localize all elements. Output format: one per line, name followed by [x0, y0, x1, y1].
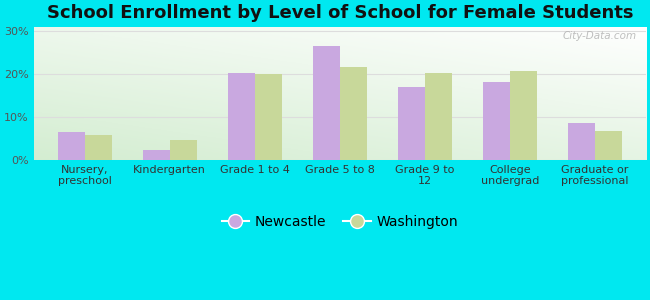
Bar	[313, 46, 340, 160]
Title: School Enrollment by Level of School for Female Students: School Enrollment by Level of School for…	[47, 4, 633, 22]
Bar	[227, 73, 255, 160]
Bar	[340, 68, 367, 160]
Bar	[170, 140, 197, 160]
Bar	[255, 74, 282, 160]
Bar	[567, 123, 595, 160]
Bar	[595, 130, 622, 160]
Bar	[425, 73, 452, 160]
Legend: Newcastle, Washington: Newcastle, Washington	[216, 209, 463, 235]
Bar	[142, 150, 170, 160]
Text: City-Data.com: City-Data.com	[562, 31, 636, 40]
Bar	[84, 135, 112, 160]
Bar	[482, 82, 510, 160]
Bar	[510, 71, 537, 160]
Bar	[58, 132, 84, 160]
Bar	[398, 87, 425, 160]
